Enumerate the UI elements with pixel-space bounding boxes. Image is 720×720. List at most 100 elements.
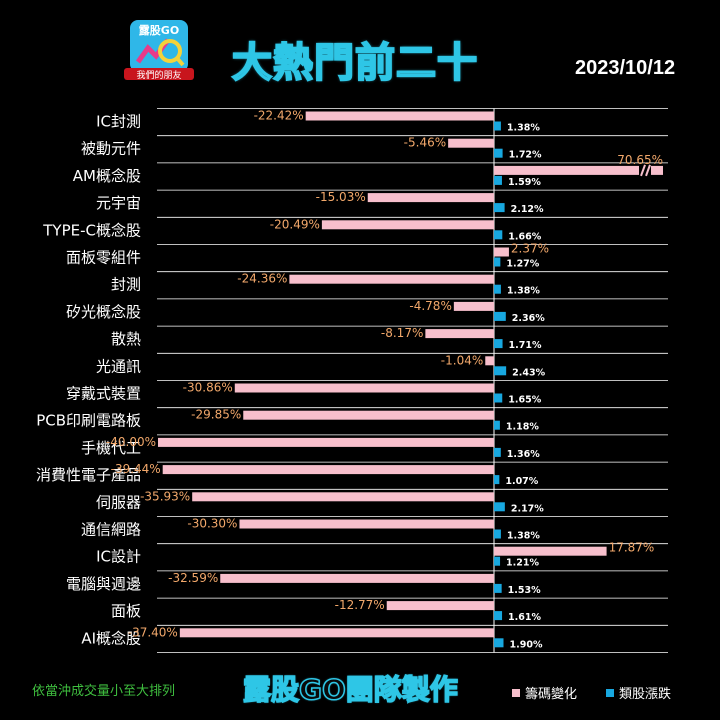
sector-change-label: 1.38%: [507, 531, 540, 542]
sector-change-label: 1.61%: [508, 612, 541, 623]
sector-change-label: 1.38%: [507, 123, 540, 134]
chip-change-bar: [220, 573, 494, 583]
sector-change-label: 1.07%: [505, 476, 538, 487]
chip-change-label: -4.78%: [409, 299, 451, 313]
chip-change-label: -20.49%: [270, 217, 320, 231]
sector-change-label: 1.53%: [508, 585, 541, 596]
chip-change-bar: [386, 601, 494, 611]
sector-change-bar: [494, 175, 502, 185]
chip-change-label: -15.03%: [316, 190, 366, 204]
category-label: 元宇宙: [96, 194, 141, 212]
legend-label: 類股漲跌: [619, 687, 672, 702]
chip-change-bar: [453, 301, 494, 311]
chip-change-bar: [162, 465, 495, 475]
sector-change-bar: [494, 284, 501, 294]
sector-change-bar: [494, 311, 506, 321]
chip-change-label: -5.46%: [404, 136, 446, 150]
chip-change-bar: [239, 519, 494, 529]
logo-text: 露股GO: [139, 24, 179, 37]
category-label: 消費性電子產品: [36, 466, 141, 484]
legend-item-chip-change: 籌碼變化: [512, 683, 577, 702]
sector-change-label: 1.38%: [507, 286, 540, 297]
chip-change-bar: [158, 437, 494, 447]
legend-swatch-pink: [512, 688, 520, 697]
sort-note: 依當沖成交量小至大排列: [32, 684, 176, 699]
sector-change-bar: [494, 502, 505, 512]
category-label: 面板: [111, 602, 141, 620]
legend-label: 籌碼變化: [525, 687, 578, 702]
sector-change-label: 2.36%: [512, 313, 545, 324]
logo: 露股GO 我們的朋友: [124, 20, 194, 80]
sector-change-bar: [494, 203, 505, 213]
chip-change-bar: [425, 329, 494, 339]
sector-change-label: 1.27%: [506, 259, 539, 270]
sector-change-bar: [494, 529, 501, 539]
chip-change-label: -32.59%: [168, 571, 218, 585]
sector-change-label: 1.72%: [509, 150, 542, 161]
sector-change-bar: [494, 556, 501, 566]
sector-change-label: 2.17%: [511, 503, 544, 514]
category-label: 伺服器: [96, 493, 141, 511]
category-label: 封測: [111, 276, 141, 294]
category-label: 電腦與週邊: [66, 575, 141, 593]
sector-change-bar: [494, 475, 500, 485]
sector-change-label: 1.90%: [510, 639, 543, 650]
sector-change-label: 2.12%: [511, 204, 544, 215]
sector-change-bar: [494, 420, 500, 430]
chip-change-label: -8.17%: [381, 326, 423, 340]
sector-change-bar: [494, 230, 503, 240]
chip-change-bar: [485, 356, 494, 366]
chip-change-label: -24.36%: [237, 272, 287, 286]
chip-change-label: -37.40%: [128, 625, 178, 639]
chip-change-bar: [192, 492, 495, 502]
chip-change-bar: [494, 546, 607, 556]
chip-change-label: 2.37%: [511, 242, 549, 256]
category-label: TYPE-C概念股: [42, 221, 141, 239]
chip-change-label: -1.04%: [441, 353, 483, 367]
chip-change-label: 70.65%: [617, 153, 663, 167]
chip-change-label: -39.44%: [111, 462, 161, 476]
sector-change-label: 1.66%: [508, 231, 541, 242]
category-label: 矽光概念股: [66, 303, 141, 321]
category-label: PCB印刷電路板: [36, 412, 141, 430]
chip-change-label: -35.93%: [140, 489, 190, 503]
sector-change-label: 1.59%: [508, 177, 541, 188]
category-label: 面板零組件: [66, 249, 141, 267]
chip-change-bar: [243, 410, 494, 420]
sector-change-bar: [494, 611, 503, 621]
category-label: 被動元件: [81, 140, 141, 158]
chip-change-bar: [494, 165, 639, 175]
sector-change-label: 1.65%: [508, 395, 541, 406]
sector-change-bar: [494, 339, 503, 349]
sector-change-label: 1.71%: [509, 340, 542, 351]
category-label: 穿戴式裝置: [66, 385, 141, 403]
category-label: AM概念股: [73, 167, 141, 185]
chip-change-bar: [289, 274, 494, 284]
chip-change-bar: [321, 220, 494, 230]
sector-change-label: 1.21%: [506, 558, 539, 569]
sector-change-bar: [494, 638, 504, 648]
chip-change-bar: [367, 193, 494, 203]
sector-change-bar: [494, 583, 502, 593]
category-label: IC設計: [96, 548, 141, 566]
category-label: 通信網路: [81, 521, 141, 539]
sector-change-bar: [494, 393, 503, 403]
sector-change-bar: [494, 366, 507, 376]
chip-change-label: -22.42%: [254, 109, 304, 123]
axis-break-mark: [640, 164, 646, 177]
chip-change-label: -40.00%: [106, 435, 156, 449]
chip-change-bar: [234, 383, 494, 393]
logo-subtext: 我們的朋友: [136, 69, 181, 80]
chip-change-label: -12.77%: [335, 598, 385, 612]
chip-change-bar: [448, 138, 494, 148]
sector-change-label: 1.36%: [507, 449, 540, 460]
chip-change-bar: [305, 111, 494, 121]
sector-change-bar: [494, 148, 503, 158]
sector-change-label: 2.43%: [512, 367, 545, 378]
category-label: 光通訊: [96, 357, 141, 375]
sector-change-label: 1.18%: [506, 422, 539, 433]
chip-change-label: 17.87%: [609, 541, 655, 555]
chip-change-bar-tail: [651, 165, 663, 175]
legend-item-sector-change: 類股漲跌: [606, 683, 671, 702]
